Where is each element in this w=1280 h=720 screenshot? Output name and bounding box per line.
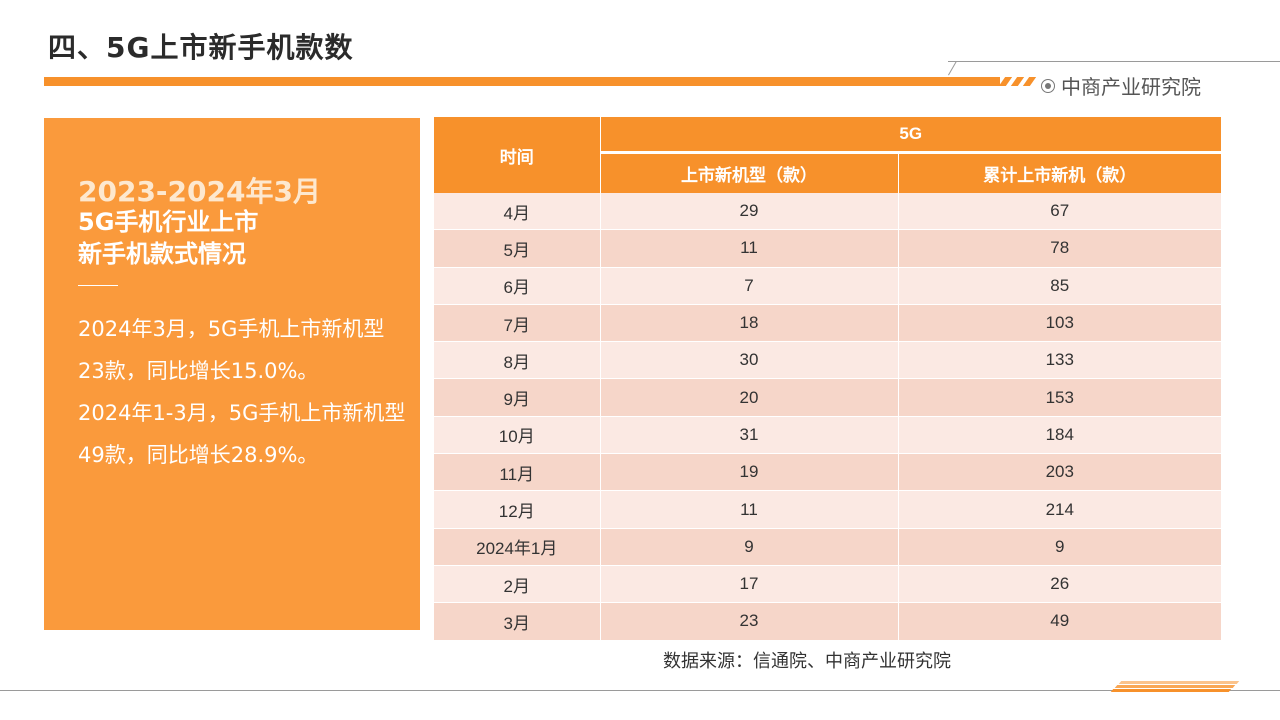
- cell-new-models: 11: [599, 229, 898, 268]
- table-row: 5月 11 78: [434, 229, 1221, 268]
- panel-subtitle-line: 新手机款式情况: [78, 240, 246, 268]
- cell-cumulative: 153: [897, 378, 1221, 417]
- header-rule-slant: [948, 61, 957, 76]
- title-accent-bar: [44, 77, 1000, 86]
- panel-divider: [78, 285, 118, 286]
- cell-cumulative: 214: [897, 490, 1221, 529]
- cell-new-models: 9: [599, 528, 898, 566]
- cell-time: 2024年1月: [434, 528, 600, 566]
- table-row: 10月 31 184: [434, 416, 1221, 455]
- data-table: 时间 5G 上市新机型（款） 累计上市新机（款） 4月 29 67 5月 11 78 6月 7…: [434, 117, 1221, 641]
- brand-name: 中商产业研究院: [1061, 75, 1201, 99]
- table-body: 4月 29 67 5月 11 78 6月 7 85 7月 18 103 8月 30 133 9月 20 153 10…: [434, 193, 1221, 641]
- panel-body: 2024年3月，5G手机上市新机型23款，同比增长15.0%。 2024年1-3…: [78, 308, 408, 476]
- source-note: 数据来源：信通院、中商产业研究院: [663, 651, 951, 672]
- cell-new-models: 18: [599, 304, 898, 343]
- cell-new-models: 11: [599, 490, 898, 529]
- cell-time: 10月: [434, 416, 600, 455]
- cell-time: 6月: [434, 267, 600, 305]
- column-header-new: 上市新机型（款）: [600, 152, 899, 193]
- table-row: 2月 17 26: [434, 565, 1221, 604]
- table-row: 8月 30 133: [434, 341, 1221, 380]
- column-header-cumulative: 累计上市新机（款）: [898, 152, 1221, 193]
- table-row: 11月 19 203: [434, 453, 1221, 492]
- cell-new-models: 23: [599, 602, 898, 641]
- cell-cumulative: 203: [897, 453, 1221, 492]
- table-row: 2024年1月 9 9: [434, 528, 1221, 566]
- cell-cumulative: 67: [897, 193, 1221, 231]
- table-row: 3月 23 49: [434, 602, 1221, 641]
- column-group-header: 5G: [600, 117, 1221, 155]
- panel-subtitle: 5G手机行业上市 新手机款式情况: [78, 206, 258, 270]
- table-row: 6月 7 85: [434, 267, 1221, 305]
- panel-subtitle-line: 5G手机行业上市: [78, 208, 259, 236]
- cell-time: 4月: [434, 193, 600, 231]
- cell-cumulative: 133: [897, 341, 1221, 380]
- cell-new-models: 30: [599, 341, 898, 380]
- summary-panel: 2023-2024年3月 5G手机行业上市 新手机款式情况 2024年3月，5G…: [44, 118, 420, 630]
- cell-cumulative: 103: [897, 304, 1221, 343]
- header-rule-line: [948, 61, 1280, 62]
- circle-dot-icon: [1041, 78, 1055, 93]
- cell-time: 5月: [434, 229, 600, 268]
- cell-cumulative: 184: [897, 416, 1221, 455]
- cell-new-models: 29: [599, 193, 898, 231]
- cell-cumulative: 49: [897, 602, 1221, 641]
- page-title: 四、5G上市新手机款数: [48, 31, 354, 64]
- panel-heading: 2023-2024年3月: [78, 175, 321, 208]
- cell-time: 7月: [434, 304, 600, 343]
- cell-new-models: 17: [599, 565, 898, 604]
- cell-cumulative: 85: [897, 267, 1221, 305]
- table-row: 9月 20 153: [434, 378, 1221, 417]
- cell-time: 2月: [434, 565, 600, 604]
- table-row: 12月 11 214: [434, 490, 1221, 529]
- cell-new-models: 19: [599, 453, 898, 492]
- column-header-time: 时间: [434, 117, 601, 193]
- table-row: 7月 18 103: [434, 304, 1221, 343]
- cell-time: 3月: [434, 602, 600, 641]
- cell-new-models: 7: [599, 267, 898, 305]
- cell-new-models: 31: [599, 416, 898, 455]
- footer-rule-line: [0, 690, 1280, 691]
- cell-time: 11月: [434, 453, 600, 492]
- panel-paragraph: 2024年3月，5G手机上市新机型23款，同比增长15.0%。: [78, 317, 385, 383]
- panel-paragraph: 2024年1-3月，5G手机上市新机型49款，同比增长28.9%。: [78, 401, 406, 467]
- cell-time: 8月: [434, 341, 600, 380]
- footer-accent-stripes: [1110, 681, 1242, 693]
- cell-cumulative: 26: [897, 565, 1221, 604]
- title-accent-stripes: [998, 77, 1038, 86]
- table-row: 4月 29 67: [434, 193, 1221, 231]
- cell-cumulative: 78: [897, 229, 1221, 268]
- brand: 中商产业研究院: [1041, 71, 1201, 100]
- cell-time: 9月: [434, 378, 600, 417]
- cell-time: 12月: [434, 490, 600, 529]
- cell-new-models: 20: [599, 378, 898, 417]
- cell-cumulative: 9: [897, 528, 1221, 566]
